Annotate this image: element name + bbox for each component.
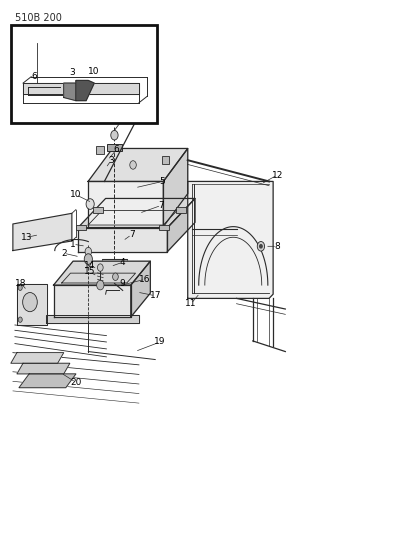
Text: 11: 11 (185, 299, 197, 308)
Bar (93, 207, 103, 213)
Text: 10: 10 (88, 68, 99, 76)
Circle shape (97, 280, 104, 290)
Polygon shape (17, 364, 70, 374)
Text: 20: 20 (70, 378, 82, 387)
Polygon shape (88, 181, 163, 227)
Polygon shape (53, 285, 131, 317)
Text: 7: 7 (129, 230, 135, 239)
Polygon shape (13, 213, 72, 251)
Text: 2: 2 (61, 249, 67, 258)
Polygon shape (17, 284, 47, 325)
Polygon shape (78, 198, 195, 228)
Text: 510B 200: 510B 200 (15, 13, 62, 23)
Polygon shape (167, 198, 195, 252)
Text: 19: 19 (154, 337, 166, 346)
Polygon shape (23, 83, 139, 94)
Polygon shape (46, 316, 139, 324)
Polygon shape (102, 259, 126, 269)
Circle shape (257, 241, 264, 251)
Bar (162, 156, 169, 164)
Polygon shape (19, 374, 76, 387)
Bar (159, 225, 169, 230)
Circle shape (98, 264, 103, 271)
Circle shape (260, 245, 262, 248)
Text: 16: 16 (139, 274, 151, 284)
Polygon shape (78, 228, 167, 252)
Circle shape (128, 277, 133, 284)
Text: 9: 9 (119, 279, 125, 288)
Polygon shape (131, 261, 150, 317)
Circle shape (18, 285, 22, 290)
Bar (107, 144, 122, 151)
Circle shape (113, 273, 118, 280)
Circle shape (84, 254, 92, 264)
Text: 17: 17 (149, 291, 161, 300)
Text: 15: 15 (84, 268, 95, 276)
Text: 13: 13 (21, 233, 33, 242)
Text: 4: 4 (120, 258, 126, 266)
Circle shape (111, 131, 118, 140)
Bar (11, 25, 157, 123)
Text: 18: 18 (15, 279, 27, 288)
Polygon shape (64, 83, 76, 101)
Circle shape (98, 277, 103, 284)
Polygon shape (163, 149, 188, 227)
Text: 6: 6 (31, 71, 37, 80)
Circle shape (86, 199, 94, 209)
Bar (96, 146, 104, 154)
Text: 5: 5 (160, 177, 165, 186)
Text: 3: 3 (69, 68, 75, 77)
Polygon shape (76, 80, 94, 101)
Text: 14: 14 (84, 261, 95, 270)
Text: 10: 10 (70, 190, 82, 199)
Text: 12: 12 (271, 171, 283, 180)
Circle shape (18, 317, 22, 322)
Bar (76, 225, 86, 230)
Polygon shape (11, 353, 64, 364)
Circle shape (122, 112, 127, 119)
Text: 6: 6 (114, 145, 120, 154)
Circle shape (23, 293, 37, 312)
Circle shape (85, 247, 91, 256)
Text: 8: 8 (274, 242, 280, 251)
Circle shape (130, 161, 136, 169)
Text: 7: 7 (158, 201, 164, 210)
Polygon shape (188, 181, 273, 298)
Text: 3: 3 (109, 156, 114, 165)
Bar (176, 207, 186, 213)
Polygon shape (53, 261, 150, 285)
Text: 1: 1 (70, 240, 76, 249)
Polygon shape (88, 149, 188, 181)
